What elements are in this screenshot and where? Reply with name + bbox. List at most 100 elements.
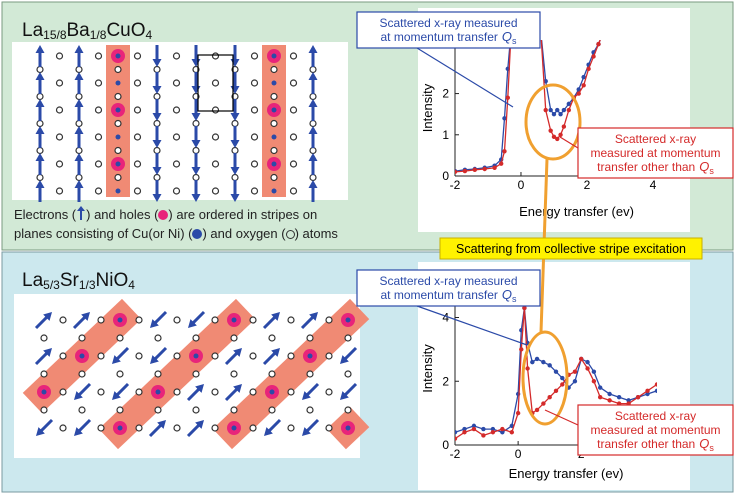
annotation-symbol-sub: s — [512, 294, 517, 304]
caption-line: Electrons () and holes () are ordered in… — [14, 206, 317, 222]
oxygen-atom — [136, 317, 142, 323]
data-point — [558, 112, 562, 116]
formula-subscript: 4 — [128, 278, 135, 292]
metal-atom — [156, 390, 161, 395]
oxygen-icon — [286, 230, 295, 239]
data-point — [472, 427, 476, 431]
oxygen-atom — [57, 107, 63, 113]
oxygen-atom — [193, 335, 199, 341]
annotation-line: at momentum transferQs — [381, 287, 518, 304]
oxygen-atom — [174, 353, 180, 359]
metal-atom — [80, 354, 85, 359]
oxygen-atom — [213, 80, 219, 86]
data-point — [548, 128, 552, 132]
data-point — [510, 430, 514, 434]
metal-atom — [272, 81, 277, 86]
data-point — [502, 149, 506, 153]
x-tick-label: 0 — [518, 178, 525, 192]
oxygen-atom — [212, 389, 218, 395]
y-tick-label: 1 — [442, 128, 449, 142]
formula-subscript: 4 — [146, 28, 153, 42]
data-point — [558, 133, 562, 137]
oxygen-atom — [232, 121, 238, 127]
formula-subscript: 15/8 — [43, 28, 67, 42]
oxygen-atom — [174, 317, 180, 323]
oxygen-atom — [57, 161, 63, 167]
oxygen-atom — [345, 371, 351, 377]
oxygen-atom — [174, 80, 180, 86]
oxygen-atom — [213, 53, 219, 59]
oxygen-atom — [291, 161, 297, 167]
oxygen-atom — [117, 371, 123, 377]
electron-icon — [76, 206, 86, 220]
oxygen-atom — [115, 121, 121, 127]
x-tick-label: 0 — [515, 447, 522, 461]
data-point — [555, 108, 559, 112]
oxygen-atom — [115, 67, 121, 73]
metal-atom — [272, 162, 277, 167]
oxygen-atom — [37, 148, 43, 154]
annotation-line: Scattered x-ray — [615, 132, 696, 146]
formula-text: NiO — [96, 270, 129, 291]
data-point — [598, 395, 602, 399]
oxygen-atom — [96, 53, 102, 59]
data-point — [592, 369, 596, 373]
annotation-line: Scattered x-ray — [615, 409, 696, 423]
oxygen-atom — [60, 353, 66, 359]
caption-text: ) are ordered in stripes on — [168, 207, 317, 222]
oxygen-atom — [193, 148, 199, 154]
metal-atom — [308, 354, 313, 359]
oxygen-atom — [115, 148, 121, 154]
metal-atom — [194, 354, 199, 359]
oxygen-atom — [271, 94, 277, 100]
data-point — [547, 395, 551, 399]
oxygen-atom — [98, 425, 104, 431]
data-point — [506, 95, 510, 99]
oxygen-atom — [174, 161, 180, 167]
oxygen-atom — [310, 148, 316, 154]
oxygen-atom — [193, 121, 199, 127]
oxygen-atom — [155, 335, 161, 341]
oxygen-atom — [154, 175, 160, 181]
formula: La15/8Ba1/8CuO4 — [22, 20, 153, 42]
highlight-label: Scattering from collective stripe excita… — [456, 242, 686, 256]
oxygen-atom — [326, 317, 332, 323]
metal-atom — [232, 426, 237, 431]
oxygen-atom — [232, 175, 238, 181]
oxygen-atom — [252, 188, 258, 194]
oxygen-atom — [154, 67, 160, 73]
data-point — [585, 366, 589, 370]
x-tick-label: 2 — [584, 178, 591, 192]
y-tick-label: 0 — [442, 438, 449, 452]
oxygen-atom — [250, 389, 256, 395]
x-tick-label: -2 — [450, 447, 461, 461]
data-point — [473, 168, 477, 172]
annotation-symbol-sub: s — [512, 36, 517, 46]
data-point — [491, 430, 495, 434]
data-point — [560, 382, 564, 386]
oxygen-atom — [79, 371, 85, 377]
oxygen-atom — [117, 335, 123, 341]
oxygen-atom — [76, 148, 82, 154]
oxygen-atom — [57, 80, 63, 86]
formula-subscript: 1/3 — [79, 278, 96, 292]
oxygen-atom — [60, 425, 66, 431]
oxygen-atom — [41, 371, 47, 377]
x-tick-label: -2 — [450, 178, 461, 192]
metal-atom — [232, 318, 237, 323]
metal-atom — [116, 108, 121, 113]
oxygen-atom — [310, 67, 316, 73]
data-point — [573, 379, 577, 383]
top-lattice-box — [12, 42, 348, 200]
annotation-text: Scattered x-ray — [615, 409, 696, 423]
data-point — [555, 137, 559, 141]
annotation-symbol: Q — [502, 29, 512, 44]
data-point — [573, 369, 577, 373]
oxygen-atom — [213, 161, 219, 167]
annotation-symbol: Q — [502, 287, 512, 302]
oxygen-atom — [271, 121, 277, 127]
oxygen-atom — [271, 148, 277, 154]
caption-text: Electrons ( — [14, 207, 76, 222]
oxygen-atom — [252, 161, 258, 167]
oxygen-atom — [135, 134, 141, 140]
